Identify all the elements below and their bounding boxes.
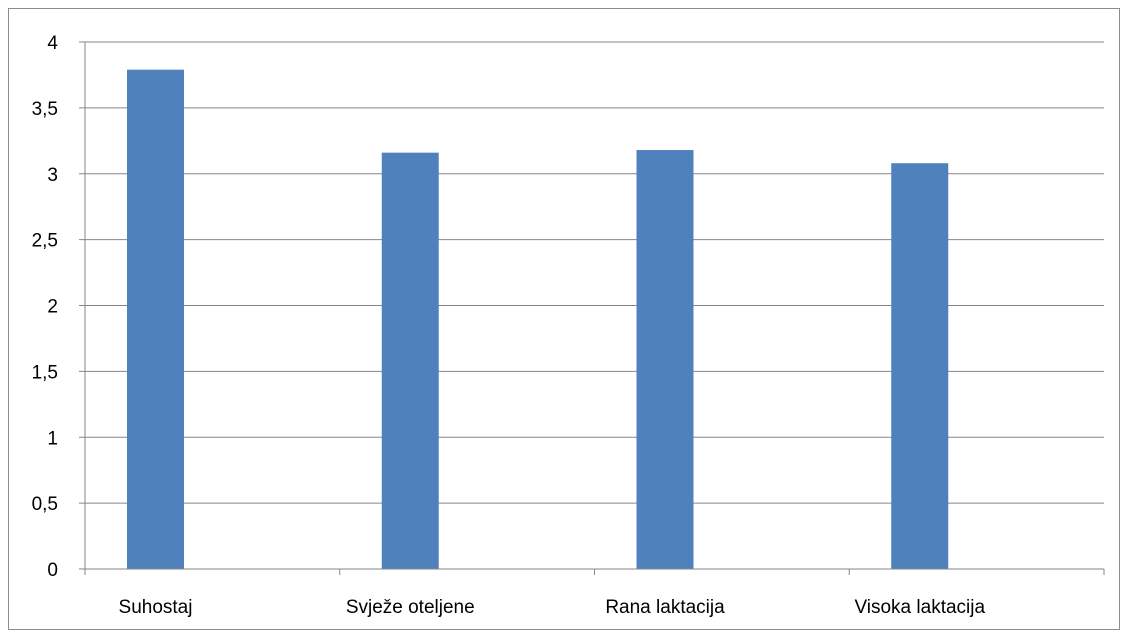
y-tick-labels: 0 0,5 1 1,5 2 2,5 3 3,5 4 bbox=[32, 33, 59, 581]
bar-suhostaj bbox=[127, 69, 184, 569]
y-tick-label: 3,5 bbox=[32, 99, 58, 120]
y-tick-label: 2,5 bbox=[32, 231, 58, 252]
y-tick-label: 3 bbox=[47, 165, 58, 186]
bar-rana-laktacija bbox=[636, 150, 694, 569]
bars bbox=[127, 69, 949, 570]
bar-visoka-laktacija bbox=[891, 163, 949, 569]
gridlines bbox=[85, 41, 1104, 504]
y-tick-label: 2 bbox=[47, 297, 58, 318]
x-tick-label: Visoka laktacija bbox=[854, 597, 985, 618]
x-tick-label: Rana laktacija bbox=[605, 597, 725, 618]
y-tick-label: 1 bbox=[47, 428, 58, 449]
x-tick-label: Svježe oteljene bbox=[346, 597, 475, 618]
axes bbox=[79, 41, 1105, 575]
bar-svje-e-oteljene bbox=[381, 152, 439, 570]
x-tick-labels: Suhostaj Svježe oteljene Rana laktacija Vis… bbox=[119, 597, 986, 618]
y-tick-label: 4 bbox=[47, 33, 58, 54]
x-tick-label: Suhostaj bbox=[119, 597, 193, 618]
y-tick-label: 0 bbox=[47, 560, 58, 581]
y-tick-label: 0,5 bbox=[32, 494, 58, 515]
y-tick-label: 1,5 bbox=[32, 362, 58, 383]
